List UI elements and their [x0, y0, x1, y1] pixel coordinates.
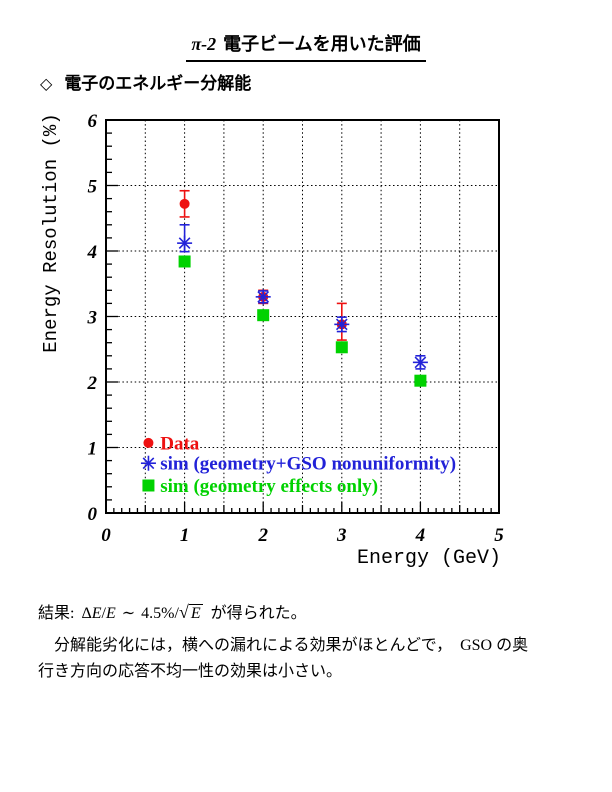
chart-y-axis: 0 1 2 3 4 5 6 Energy Resolution (%) [40, 111, 118, 525]
y-tick-label: 4 [87, 242, 98, 263]
chart-series [177, 189, 428, 387]
data-point-asterisk [334, 316, 350, 332]
page-title-underlined: π-2 電子ビームを用いた評価 [186, 30, 426, 62]
energy-resolution-chart: 0 1 2 3 4 5 Energy (GeV) 0 1 2 3 4 5 6 Energy Resoluti… [25, 95, 520, 580]
x-tick-label: 2 [257, 525, 268, 546]
y-tick-label: 1 [88, 439, 98, 460]
section-heading-text: 電子のエネルギー分解能 [64, 74, 252, 93]
data-point-asterisk [177, 235, 193, 251]
data-point-square [414, 374, 427, 387]
series-sim-geometry-effects-only- [178, 255, 427, 387]
result-suffix: が得られた。 [210, 605, 307, 622]
sqrt-icon: √ [178, 602, 189, 622]
data-point-asterisk [412, 354, 428, 370]
title-text-part: 電子ビームを用いた評価 [223, 34, 421, 54]
diamond-bullet-icon: ◇ [40, 76, 53, 93]
body-paragraph-line2: 行き方向の応答不均一性の効果は小さい。 [38, 663, 343, 680]
x-tick-label: 3 [336, 525, 347, 546]
body-paragraph: 分解能劣化には，横への漏れによる効果がほとんどで， GSO の奥 行き方向の応答… [38, 633, 583, 685]
data-point-square [335, 341, 348, 354]
body-paragraph-line1: 分解能劣化には，横への漏れによる効果がほとんどで， GSO の奥 [38, 637, 529, 654]
legend-label: sim (geometry+GSO nonuniformity) [160, 454, 456, 475]
y-tick-label: 5 [88, 177, 98, 198]
y-tick-label: 0 [88, 504, 98, 525]
x-tick-label: 1 [180, 525, 190, 546]
section-heading: ◇ 電子のエネルギー分解能 [40, 69, 251, 94]
x-axis-title: Energy (GeV) [357, 547, 501, 570]
y-axis-title: Energy Resolution (%) [40, 113, 62, 352]
data-point-circle [143, 437, 154, 448]
series-sim-geometry-gso-nonuniformity- [177, 224, 428, 370]
y-tick-label: 2 [87, 373, 98, 394]
legend-label: sim (geometry effects only) [160, 476, 378, 497]
page-title: π-2 電子ビームを用いた評価 [0, 30, 612, 62]
data-point-circle [179, 198, 190, 209]
x-tick-label: 0 [101, 525, 111, 546]
x-tick-label: 5 [494, 525, 504, 546]
data-point-square [257, 309, 270, 322]
result-line: 結果: ΔE/E ∼ 4.5%/√ E が得られた。 [38, 599, 307, 623]
legend-label: Data [160, 433, 200, 454]
data-point-asterisk [255, 289, 271, 305]
data-point-asterisk [140, 455, 156, 471]
y-tick-label: 3 [87, 308, 98, 329]
y-tick-label: 6 [88, 111, 98, 132]
data-point-square [142, 479, 155, 492]
data-point-square [178, 255, 191, 268]
x-tick-label: 4 [415, 525, 426, 546]
result-formula: ΔE/E ∼ 4.5%/√ E [81, 602, 203, 622]
result-label: 結果: [38, 605, 75, 622]
title-math-part: π-2 [191, 34, 217, 54]
